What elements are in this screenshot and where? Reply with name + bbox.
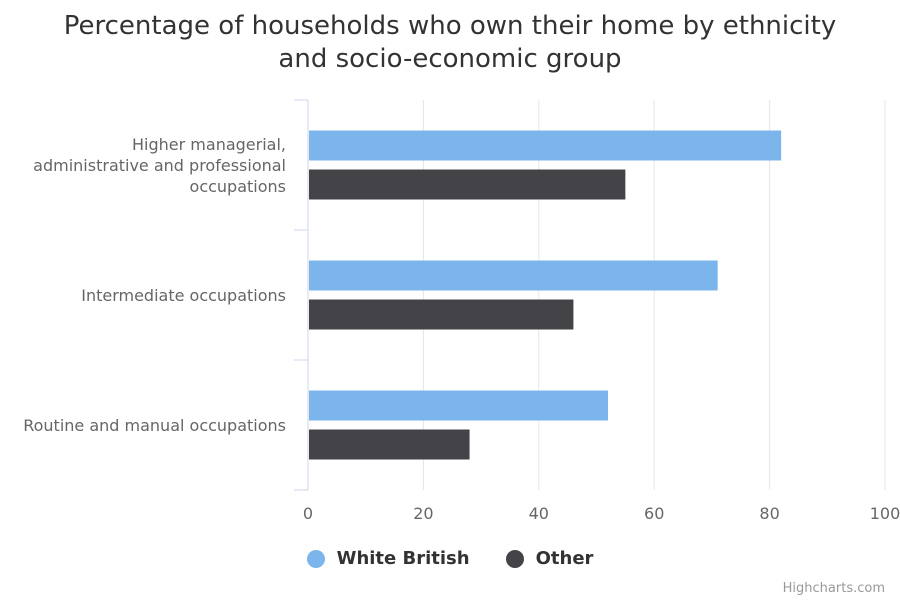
legend-item-other[interactable]: Other (505, 548, 594, 569)
legend-label-white-british: White British (336, 548, 470, 569)
x-tick-label-3: 60 (644, 504, 664, 523)
chart-title-line-2: and socio-economic group (278, 44, 622, 74)
legend-marker-white-british (306, 549, 325, 568)
chart-title-line-1: Percentage of households who own their h… (63, 11, 837, 41)
category-label-0-line-2: occupations (190, 177, 286, 196)
x-tick-label-2: 40 (529, 504, 549, 523)
chart-title: Percentage of households who own their h… (0, 10, 900, 76)
bar-other-1 (309, 299, 574, 330)
category-label-2-line-0: Routine and manual occupations (23, 416, 286, 435)
bar-other-2 (309, 429, 470, 460)
x-tick-label-0: 0 (303, 504, 313, 523)
x-tick-label-5: 100 (870, 504, 900, 523)
x-tick-label-4: 80 (759, 504, 779, 523)
legend-marker-other (505, 549, 524, 568)
category-label-0-line-0: Higher managerial, (132, 135, 286, 154)
category-label-0-line-1: administrative and professional (33, 156, 286, 175)
bar-white-british-0 (309, 130, 782, 161)
x-tick-label-1: 20 (413, 504, 433, 523)
bar-white-british-2 (309, 390, 609, 421)
legend-label-other: Other (535, 548, 594, 569)
category-label-1-line-0: Intermediate occupations (81, 286, 286, 305)
bar-white-british-1 (309, 260, 718, 291)
legend-item-white-british[interactable]: White British (306, 548, 470, 569)
bar-other-0 (309, 169, 626, 200)
credits-link[interactable]: Highcharts.com (782, 581, 885, 596)
legend: White British Other (0, 548, 900, 569)
